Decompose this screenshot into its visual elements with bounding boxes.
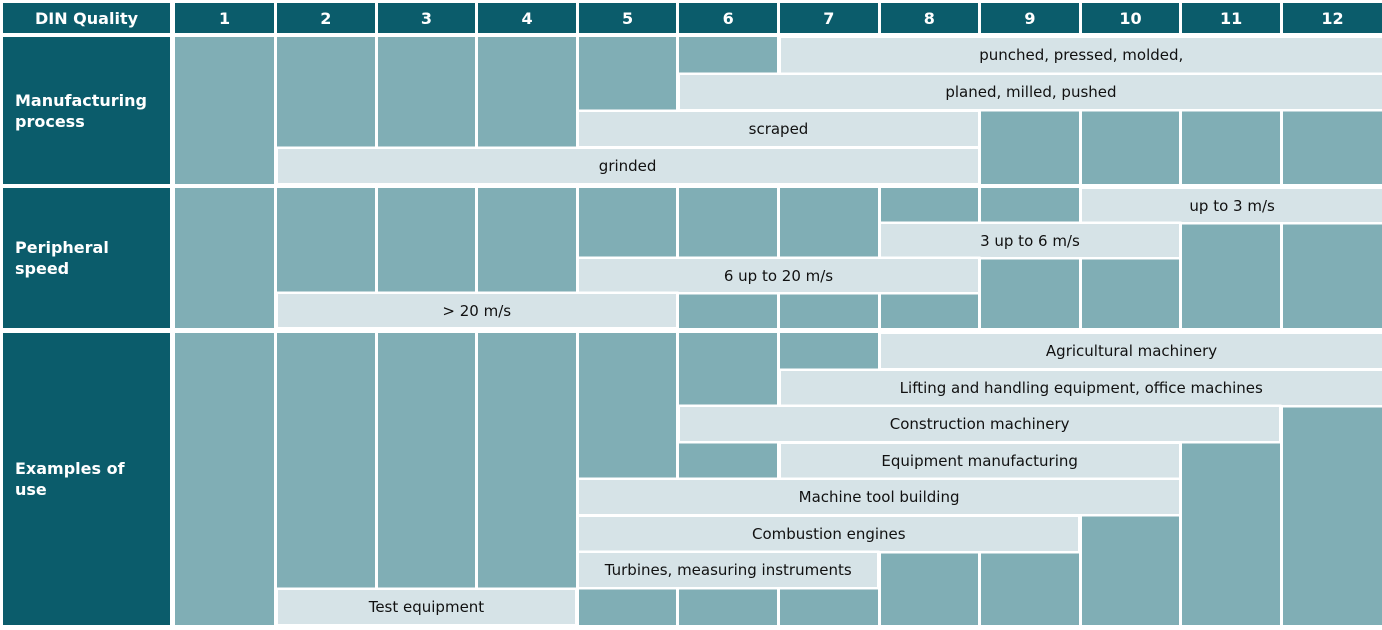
range-bar-test-equipment: Test equipment [277,589,576,624]
range-bar-turbines-measuring-instruments: Turbines, measuring instruments [579,553,878,588]
range-bar-equipment-manufacturing: Equipment manufacturing [780,443,1179,478]
grid-cell [880,188,979,328]
col-header-1: 1 [175,3,275,33]
din-quality-header-cell: DIN Quality [3,3,170,33]
grid-cell [175,188,275,328]
section-label-manufacturing-process: Manufacturing process [3,37,170,184]
grid-cell [277,333,375,625]
range-bar-scraped: scraped [579,111,978,146]
col-header-3: 3 [377,3,476,33]
grid-cell [175,333,275,625]
range-bar-construction-machinery: Construction machinery [679,407,1280,442]
grid-cell [478,333,576,625]
range-bar-punched-pressed-molded: punched, pressed, molded, [780,38,1382,73]
col-header-6: 6 [679,3,777,33]
grid-cell [981,188,1079,328]
grid-cell [679,188,777,328]
grid-cell [175,37,275,184]
col-header-7: 7 [780,3,878,33]
col-header-2: 2 [277,3,375,33]
section-label-peripheral-speed: Peripheral speed [3,188,170,328]
col-header-4: 4 [478,3,576,33]
range-bar-3-up-to-6-m-s: 3 up to 6 m/s [881,224,1179,257]
range-bar-planed-milled-pushed: planed, milled, pushed [679,75,1382,110]
range-bar-up-to-3-m-s: up to 3 m/s [1082,189,1382,222]
section-label-examples-of-use: Examples of use [3,333,170,625]
range-bar-agricultural-machinery: Agricultural machinery [881,334,1382,369]
range-bar-machine-tool-building: Machine tool building [579,480,1179,515]
range-bar-6-up-to-20-m-s: 6 up to 20 m/s [579,259,978,292]
range-bar-combustion-engines: Combustion engines [579,516,1079,551]
col-header-9: 9 [981,3,1079,33]
col-header-10: 10 [1081,3,1180,33]
col-header-8: 8 [880,3,979,33]
grid-cell [377,333,476,625]
col-header-12: 12 [1282,3,1382,33]
range-bar-grinded: grinded [277,148,978,183]
grid-cell [780,188,878,328]
range-bar-lifting-and-handling-equipment-office-machines: Lifting and handling equipment, office m… [780,370,1382,405]
range-bar-20-m-s: > 20 m/s [277,294,676,327]
col-header-5: 5 [578,3,677,33]
col-header-11: 11 [1182,3,1280,33]
